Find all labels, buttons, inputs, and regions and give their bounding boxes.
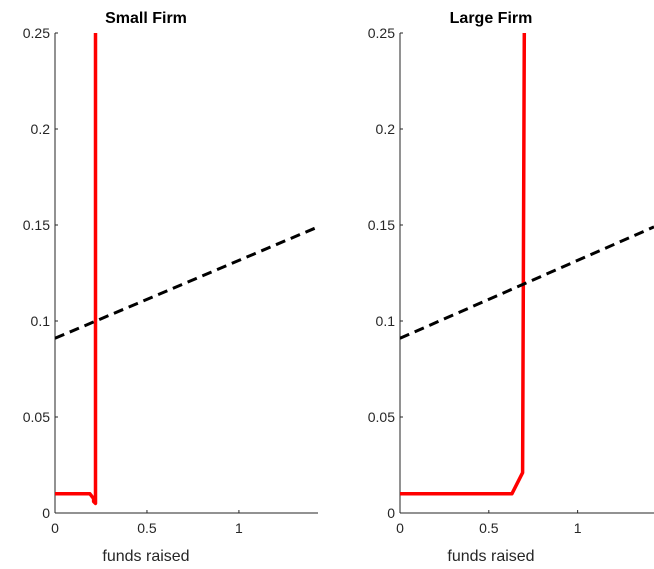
small-firm-y-tick-label: 0.15	[23, 217, 50, 233]
large-firm-y-tick-label: 0.1	[376, 313, 396, 329]
large-firm-panel: Large Firm funds raised 0 0.05 0.1 0.15 0.2 0…	[368, 10, 654, 565]
small-firm-x-tick-label: 0.5	[137, 520, 157, 536]
large-firm-solid-red-line	[400, 33, 527, 496]
small-firm-y-tick-label: 0	[42, 505, 50, 521]
large-firm-y-tick-label: 0.2	[376, 121, 396, 137]
large-firm-dashed-black-line	[400, 225, 654, 340]
small-firm-x-tick-label: 1	[235, 520, 243, 536]
large-firm-y-tick-label: 0.25	[368, 25, 395, 41]
small-firm-x-tick-label: 0	[51, 520, 59, 536]
large-firm-y-tick-label: 0.15	[368, 217, 395, 233]
small-firm-panel: Small Firm funds raised 0 0.05 0.1 0.15 0.2 0…	[23, 10, 318, 565]
large-firm-y-tick-label: 0.05	[368, 409, 395, 425]
small-firm-y-tick-label: 0.25	[23, 25, 50, 41]
small-firm-title: Small Firm	[105, 10, 187, 27]
large-firm-x-tick-label: 1	[574, 520, 582, 536]
large-firm-x-tick-label: 0	[396, 520, 404, 536]
large-firm-x-axis-label: funds raised	[447, 548, 534, 565]
small-firm-x-axis-label: funds raised	[102, 548, 189, 565]
small-firm-y-tick-label: 0.05	[23, 409, 50, 425]
large-firm-title: Large Firm	[450, 10, 533, 27]
small-firm-solid-red-line	[55, 33, 98, 506]
large-firm-y-tick-label: 0	[387, 505, 395, 521]
small-firm-y-tick-label: 0.1	[31, 313, 51, 329]
small-firm-y-tick-label: 0.2	[31, 121, 51, 137]
large-firm-x-tick-label: 0.5	[479, 520, 499, 536]
